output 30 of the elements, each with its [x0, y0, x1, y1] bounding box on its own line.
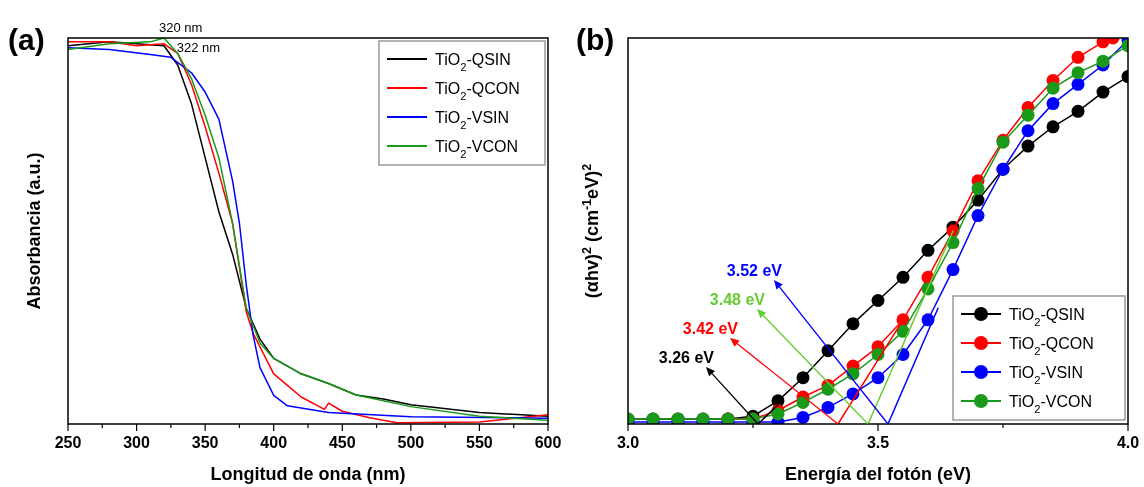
x-tick-label: 500 [397, 434, 425, 451]
x-axis-title: Energía del fotón (eV) [784, 464, 972, 484]
chart-title: (a) [8, 23, 45, 56]
annotation: 3.52 eV [726, 262, 783, 279]
x-tick-label: 350 [191, 434, 219, 451]
annotation: 322 nm [176, 39, 221, 55]
x-tick-label: 250 [54, 434, 82, 451]
legend-label: TiO$_{2}$-VCON [435, 138, 518, 160]
legend-label: TiO$_{2}$-QSIN [435, 51, 511, 73]
x-tick-label: 3.5 [866, 434, 890, 451]
x-tick-label: 600 [534, 434, 562, 451]
x-tick-label: 400 [260, 434, 288, 451]
x-axis-title: Longitud de onda (nm) [210, 464, 406, 484]
x-tick-label: 4.0 [1116, 434, 1140, 451]
legend-label: TiO$_{2}$-QCON [1009, 335, 1094, 357]
annotation: 3.26 eV [658, 349, 715, 366]
legend-label: TiO$_{2}$-VCON [1009, 393, 1092, 415]
legend-label: TiO$_{2}$-VSIN [435, 109, 510, 131]
legend-label: TiO$_{2}$-QCON [435, 80, 520, 102]
y-axis-title: Absorbancia (a.u.) [24, 152, 44, 310]
x-tick-label: 550 [466, 434, 493, 451]
x-tick-label: 450 [328, 434, 356, 451]
x-tick-label: 3.0 [616, 434, 640, 451]
annotation: 320 nm [159, 20, 203, 35]
legend-label: TiO$_{2}$-QSIN [1009, 306, 1085, 328]
annotation: 3.48 eV [709, 291, 766, 308]
x-tick-label: 300 [123, 434, 151, 451]
annotation: 3.42 eV [682, 320, 739, 337]
legend-label: TiO$_{2}$-VSIN [1009, 364, 1084, 386]
chart-title: (b) [576, 23, 615, 56]
